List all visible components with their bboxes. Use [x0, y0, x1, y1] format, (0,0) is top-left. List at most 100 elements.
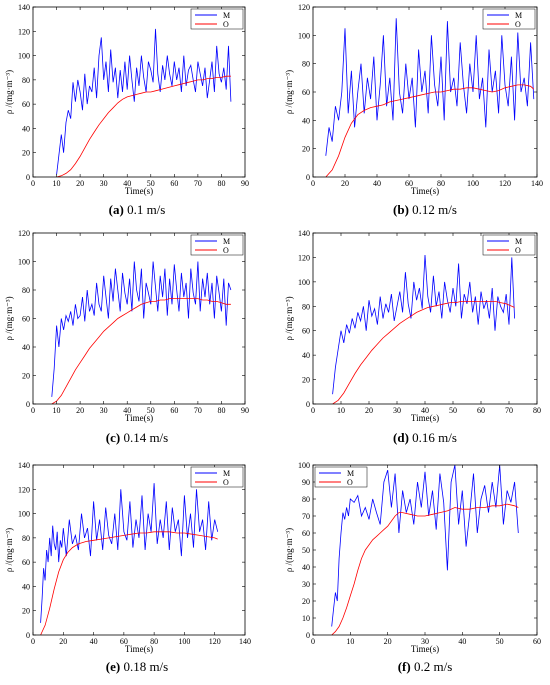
chart-panel: 0 20 40 60 80 100 120 140 0 20 40 60 80 100 120 140 Time…	[4, 461, 251, 674]
chart-panel: 0 20 40 60 80 100 120 140 0 20 40 60 80 100 120 Time(s)…	[284, 3, 543, 217]
x-tick-label: 20	[59, 637, 67, 646]
chart-panel: 0 10 20 30 40 50 60 70 80 90 0 20 40 60 80 100 120 140 Tim…	[4, 3, 249, 217]
series-line-O	[332, 300, 515, 404]
y-tick-label: 0	[306, 400, 310, 409]
series-line-M	[56, 28, 232, 175]
y-tick-label: 140	[298, 229, 310, 238]
x-tick-label: 70	[505, 406, 513, 415]
x-tick-label: 40	[421, 406, 429, 415]
series-line-O	[40, 531, 218, 635]
legend-label-O: O	[223, 20, 229, 29]
x-tick-label: 70	[194, 406, 202, 415]
x-axis-label: Time(s)	[411, 413, 439, 423]
y-axis-label: ρ /(mg·m⁻³)	[284, 296, 294, 340]
y-tick-label: 100	[298, 278, 310, 287]
caption-letter: (c)	[106, 430, 120, 445]
legend-label-M: M	[347, 469, 354, 478]
x-tick-label: 0	[311, 637, 315, 646]
x-tick-label: 60	[170, 179, 178, 188]
x-axis-label: Time(s)	[125, 644, 153, 654]
panel-caption: (a) 0.1 m/s	[109, 202, 166, 217]
x-tick-label: 120	[499, 179, 511, 188]
y-tick-label: 10	[302, 614, 310, 623]
x-axis-label: Time(s)	[125, 413, 153, 423]
x-tick-label: 70	[194, 179, 202, 188]
y-tick-label: 100	[298, 31, 310, 40]
y-tick-label: 120	[298, 3, 310, 12]
x-axis-label: Time(s)	[411, 186, 439, 196]
x-tick-label: 60	[170, 406, 178, 415]
legend-box	[482, 8, 536, 30]
legend-box	[190, 234, 244, 256]
caption-text: 0.16 m/s	[409, 430, 457, 445]
caption-text: 0.14 m/s	[120, 430, 168, 445]
plot-frame	[32, 464, 246, 636]
x-tick-label: 20	[365, 406, 373, 415]
y-tick-label: 90	[302, 478, 310, 487]
caption-text: 0.2 m/s	[411, 659, 453, 674]
y-tick-label: 140	[18, 461, 30, 470]
y-tick-label: 20	[302, 597, 310, 606]
legend-box	[482, 234, 536, 256]
series-line-M	[331, 465, 519, 627]
x-tick-label: 80	[217, 406, 225, 415]
x-axis-label: Time(s)	[125, 186, 153, 196]
x-tick-label: 30	[100, 179, 108, 188]
x-tick-label: 50	[147, 179, 155, 188]
y-tick-label: 80	[302, 495, 310, 504]
y-axis-label: ρ /(mg·m⁻³)	[284, 70, 294, 114]
x-tick-label: 0	[31, 406, 35, 415]
y-tick-label: 40	[302, 351, 310, 360]
chart-panel: 0 10 20 30 40 50 60 70 80 90 0 20 40 60 80 100 120 Time(s…	[4, 229, 249, 445]
y-tick-label: 0	[306, 173, 310, 182]
panel-caption: (b) 0.12 m/s	[393, 202, 457, 217]
legend-label-O: O	[347, 478, 353, 487]
x-tick-label: 20	[76, 406, 84, 415]
plot-frame	[312, 464, 538, 636]
x-tick-label: 60	[533, 637, 541, 646]
legend-label-M: M	[515, 237, 522, 246]
x-tick-label: 10	[337, 406, 345, 415]
y-tick-label: 80	[22, 534, 30, 543]
x-tick-label: 20	[76, 179, 84, 188]
x-tick-label: 10	[346, 637, 354, 646]
series-line-M	[51, 261, 232, 397]
x-tick-label: 30	[421, 637, 429, 646]
y-tick-label: 80	[22, 286, 30, 295]
caption-letter: (a)	[109, 202, 124, 217]
caption-text: 0.18 m/s	[120, 659, 168, 674]
y-tick-label: 0	[26, 631, 30, 640]
chart-panel: 0 10 20 30 40 50 60 0 10 20 30 40 50 60 70 80 90 100 Time(…	[284, 461, 541, 674]
legend-label-O: O	[515, 246, 521, 255]
y-tick-label: 40	[22, 343, 30, 352]
caption-letter: (b)	[393, 202, 409, 217]
y-tick-label: 60	[302, 88, 310, 97]
y-tick-label: 100	[298, 461, 310, 470]
panel-caption: (c) 0.14 m/s	[106, 430, 168, 445]
caption-text: 0.1 m/s	[124, 202, 166, 217]
y-tick-label: 40	[22, 582, 30, 591]
panel-caption: (d) 0.16 m/s	[393, 430, 457, 445]
x-tick-label: 0	[31, 179, 35, 188]
x-tick-label: 60	[405, 179, 413, 188]
y-tick-label: 20	[22, 149, 30, 158]
x-tick-label: 10	[53, 406, 61, 415]
legend-box	[190, 8, 244, 30]
y-axis-label: ρ /(mg·m⁻³)	[4, 70, 14, 114]
x-tick-label: 50	[496, 637, 504, 646]
caption-letter: (d)	[393, 430, 409, 445]
series-line-M	[325, 18, 535, 156]
x-tick-label: 0	[311, 406, 315, 415]
y-tick-label: 40	[302, 563, 310, 572]
x-tick-label: 100	[467, 179, 479, 188]
legend-box	[190, 466, 244, 488]
legend-label-M: M	[223, 237, 230, 246]
caption-letter: (f)	[398, 659, 411, 674]
y-tick-label: 0	[26, 173, 30, 182]
y-axis-label: ρ /(mg·m⁻³)	[4, 296, 14, 340]
legend-label-O: O	[515, 20, 521, 29]
x-tick-label: 80	[150, 637, 158, 646]
y-tick-label: 60	[22, 315, 30, 324]
y-tick-label: 120	[18, 229, 30, 238]
legend-label-O: O	[223, 246, 229, 255]
